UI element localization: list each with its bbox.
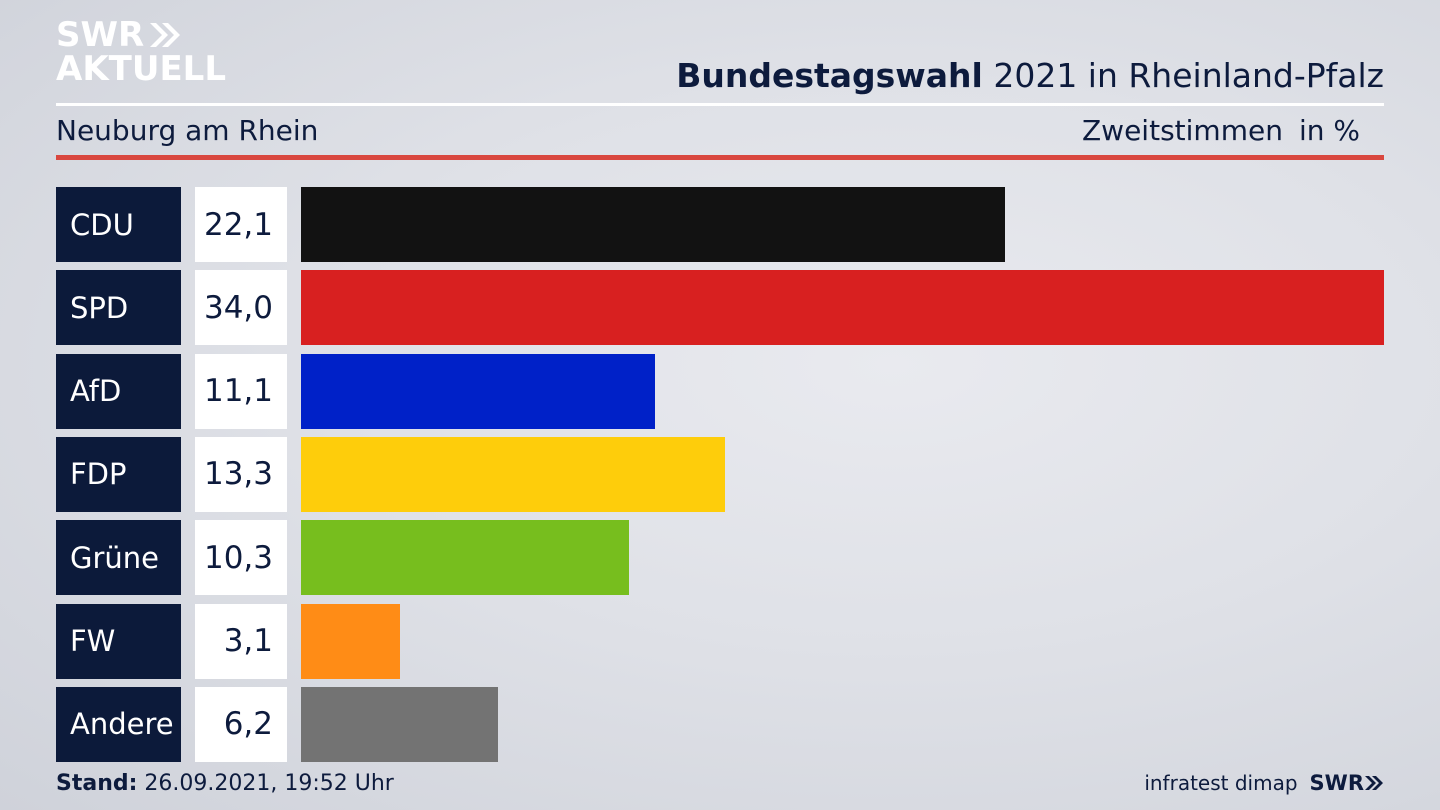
value-label: 13,3: [195, 436, 287, 512]
double-chevron-icon: [148, 21, 182, 49]
chart-title: Bundestagswahl 2021 in Rheinland-Pfalz: [676, 56, 1384, 95]
source-label: infratest dimap: [1144, 771, 1298, 795]
party-label: FDP: [56, 436, 181, 512]
bar: [301, 686, 498, 762]
value-label: 34,0: [195, 270, 287, 346]
party-label: FW: [56, 603, 181, 679]
bar: [301, 436, 725, 512]
swr-aktuell-logo: SWR AKTUELL: [56, 18, 226, 86]
value-label: 11,1: [195, 353, 287, 429]
value-label: 22,1: [195, 187, 287, 262]
value-label: 6,2: [195, 686, 287, 762]
bar: [301, 187, 1005, 262]
title-rest: 2021 in Rheinland-Pfalz: [982, 56, 1384, 95]
title-bold: Bundestagswahl: [676, 56, 983, 95]
bar: [301, 603, 400, 679]
party-label: SPD: [56, 270, 181, 346]
chevron-icon: [1365, 776, 1383, 790]
stand-value: 26.09.2021, 19:52 Uhr: [137, 771, 394, 796]
bar: [301, 520, 629, 596]
logo-line1: SWR: [56, 15, 145, 55]
logo-line2: AKTUELL: [56, 49, 227, 89]
bar: [301, 270, 1384, 346]
bar: [301, 353, 655, 429]
brand-label: SWR: [1309, 771, 1364, 795]
party-label: Andere: [56, 686, 181, 762]
timestamp: Stand: 26.09.2021, 19:52 Uhr: [56, 771, 394, 796]
party-label: CDU: [56, 187, 181, 262]
value-label: 10,3: [195, 520, 287, 596]
party-label: Grüne: [56, 520, 181, 596]
stand-label: Stand:: [56, 771, 138, 796]
top-divider: [56, 103, 1384, 106]
vote-type: Zweitstimmen: [1082, 114, 1283, 147]
region-name: Neuburg am Rhein: [56, 114, 319, 147]
value-label: 3,1: [195, 603, 287, 679]
source-credit: infratest dimap SWR: [1144, 771, 1384, 795]
red-divider: [56, 155, 1384, 160]
party-label: AfD: [56, 353, 181, 429]
swr-footer-logo: SWR: [1310, 771, 1384, 795]
unit-label: in %: [1299, 114, 1361, 147]
